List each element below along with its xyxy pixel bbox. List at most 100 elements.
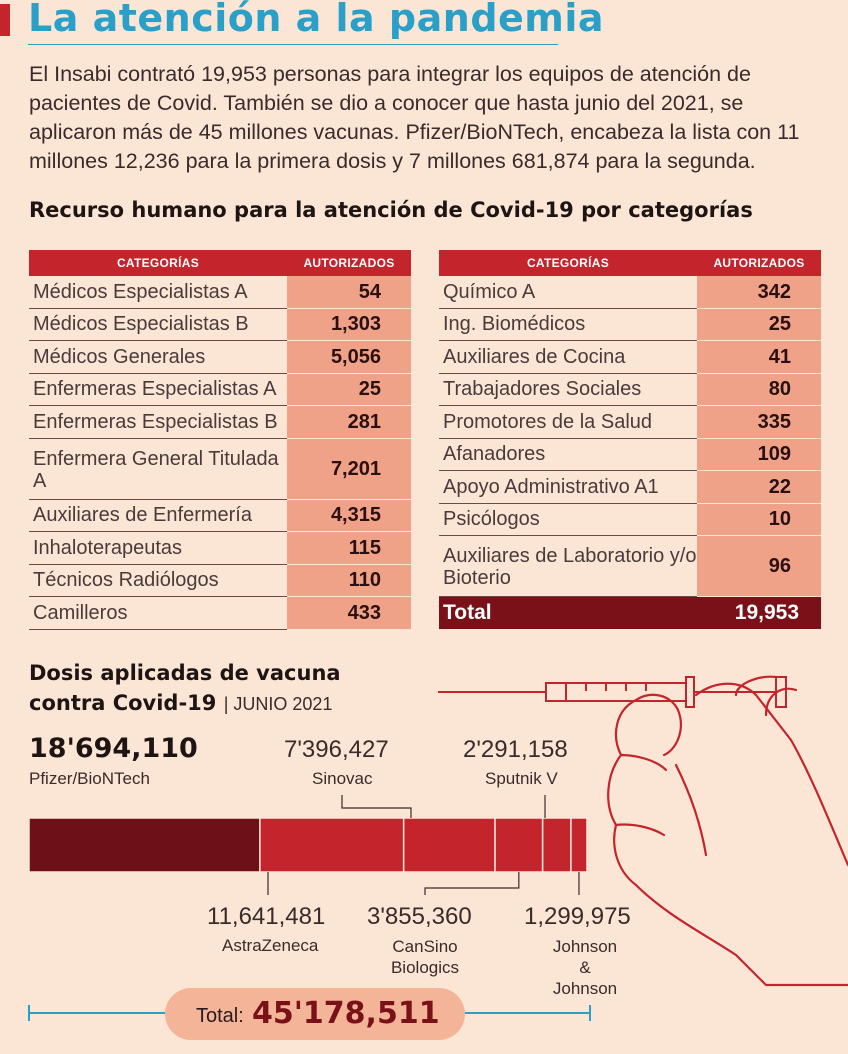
bar-segment-sinovac	[402, 817, 496, 873]
category-name: Médicos Generales	[29, 340, 287, 374]
table-row: Promotores de la Salud 335	[439, 405, 821, 439]
table-row: Ing. Biomédicos 25	[439, 308, 821, 341]
section-title: Recurso humano para la atención de Covid…	[29, 198, 753, 222]
total-label: Total	[439, 596, 697, 629]
category-name: Técnicos Radiólogos	[29, 564, 287, 597]
categories-table-right: CATEGORÍAS AUTORIZADOS Químico A 342 Ing. …	[439, 250, 821, 629]
bar-segment-sputnik-v	[541, 817, 572, 873]
table-row: Químico A 342	[439, 276, 821, 309]
total-pill	[165, 988, 465, 1040]
category-name: Apoyo Administrativo A1	[439, 470, 697, 504]
total-guide-lines	[28, 1005, 591, 1021]
authorized-count: 115	[287, 531, 411, 565]
category-name: Auxiliares de Laboratorio y/o Bioterio	[439, 535, 697, 597]
col-header-categorias: CATEGORÍAS	[439, 250, 697, 276]
table-row: Enfermeras Especialistas B 281	[29, 405, 411, 439]
table-row: Médicos Generales 5,056	[29, 340, 411, 374]
authorized-count: 335	[697, 405, 821, 439]
col-header-autorizados: AUTORIZADOS	[287, 250, 411, 276]
table-row: Apoyo Administrativo A1 22	[439, 470, 821, 504]
dosis-title-text: Dosis aplicadas de vacuna contra Covid-1…	[29, 661, 341, 715]
authorized-count: 4,315	[287, 499, 411, 532]
dosis-title: Dosis aplicadas de vacuna contra Covid-1…	[29, 658, 389, 719]
authorized-count: 54	[287, 276, 411, 309]
table-row: Auxiliares de Enfermería 4,315	[29, 499, 411, 532]
total-value: 19,953	[697, 596, 821, 629]
name-label-cansino: CanSino Biologics	[390, 937, 460, 977]
category-name: Enfermera General Titulada A	[29, 438, 287, 500]
category-name: Camilleros	[29, 596, 287, 630]
category-name: Promotores de la Salud	[439, 405, 697, 439]
title-accent-bar	[0, 4, 10, 36]
table-row: Psicólogos 10	[439, 503, 821, 536]
table-row: Trabajadores Sociales 80	[439, 373, 821, 406]
name-label-johnson: Johnson & Johnson	[552, 937, 618, 998]
category-name: Trabajadores Sociales	[439, 373, 697, 406]
name-label-astrazeneca: AstraZeneca	[222, 936, 319, 955]
authorized-count: 281	[287, 405, 411, 439]
bar-segment-pfizer-biontech	[28, 817, 261, 873]
table-row: Camilleros 433	[29, 596, 411, 630]
category-name: Auxiliares de Cocina	[439, 340, 697, 374]
authorized-count: 96	[697, 535, 821, 597]
authorized-count: 25	[697, 308, 821, 341]
col-header-autorizados: AUTORIZADOS	[697, 250, 821, 276]
bar-segment-cansino-biologics	[494, 817, 544, 873]
value-label-sinovac: 7'396,427	[284, 736, 389, 763]
leader-line	[424, 872, 520, 895]
authorized-count: 7,201	[287, 438, 411, 500]
authorized-count: 342	[697, 276, 821, 309]
authorized-count: 1,303	[287, 308, 411, 341]
table-row: Médicos Especialistas B 1,303	[29, 308, 411, 341]
name-label-pfizer: Pfizer/BioNTech	[29, 769, 150, 788]
authorized-count: 5,056	[287, 340, 411, 374]
authorized-count: 110	[287, 564, 411, 597]
authorized-count: 109	[697, 438, 821, 471]
table-row: Enfermera General Titulada A 7,201	[29, 438, 411, 500]
category-name: Inhaloterapeutas	[29, 531, 287, 565]
vaccine-doses-chart	[28, 795, 588, 895]
category-name: Médicos Especialistas A	[29, 276, 287, 309]
table-row: Afanadores 109	[439, 438, 821, 471]
authorized-count: 22	[697, 470, 821, 504]
table-row: Auxiliares de Laboratorio y/o Bioterio 96	[439, 535, 821, 597]
col-header-categorias: CATEGORÍAS	[29, 250, 287, 276]
authorized-count: 25	[287, 373, 411, 406]
category-name: Médicos Especialistas B	[29, 308, 287, 341]
table-row: Auxiliares de Cocina 41	[439, 340, 821, 374]
table-row: Enfermeras Especialistas A 25	[29, 373, 411, 406]
total-doses-value: 45'178,511	[252, 996, 440, 1031]
value-label-pfizer: 18'694,110	[29, 733, 198, 764]
value-label-astrazeneca: 11,641,481	[207, 903, 326, 930]
authorized-count: 80	[697, 373, 821, 406]
page-title: La atención a la pandemia	[28, 0, 605, 40]
authorized-count: 41	[697, 340, 821, 374]
table-row: Inhaloterapeutas 115	[29, 531, 411, 565]
table-row: Técnicos Radiólogos 110	[29, 564, 411, 597]
value-label-sputnik: 2'291,158	[463, 736, 568, 763]
category-name: Psicólogos	[439, 503, 697, 536]
value-label-cansino: 3'855,360	[367, 903, 472, 930]
category-name: Enfermeras Especialistas A	[29, 373, 287, 406]
category-name: Auxiliares de Enfermería	[29, 499, 287, 532]
bar-segment-johnson-johnson	[570, 817, 588, 873]
authorized-count: 433	[287, 596, 411, 630]
category-name: Químico A	[439, 276, 697, 309]
table-row: Médicos Especialistas A 54	[29, 276, 411, 309]
total-row: Total 19,953	[439, 596, 821, 629]
category-name: Enfermeras Especialistas B	[29, 405, 287, 439]
categories-table-left: CATEGORÍAS AUTORIZADOS Médicos Especiali…	[29, 250, 411, 630]
leader-line	[341, 795, 412, 818]
dosis-period: | JUNIO 2021	[223, 694, 333, 714]
value-label-johnson: 1,299,975	[524, 903, 631, 930]
category-name: Ing. Biomédicos	[439, 308, 697, 341]
category-name: Afanadores	[439, 438, 697, 471]
total-doses-label: Total:	[196, 1005, 244, 1027]
title-underline	[28, 44, 558, 45]
name-label-sinovac: Sinovac	[312, 769, 373, 788]
bar-segment-astrazeneca	[259, 817, 405, 873]
name-label-sputnik: Sputnik V	[485, 769, 558, 788]
authorized-count: 10	[697, 503, 821, 536]
intro-paragraph: El Insabi contrató 19,953 personas para …	[29, 62, 800, 173]
syringe-hand-illustration	[438, 675, 848, 987]
